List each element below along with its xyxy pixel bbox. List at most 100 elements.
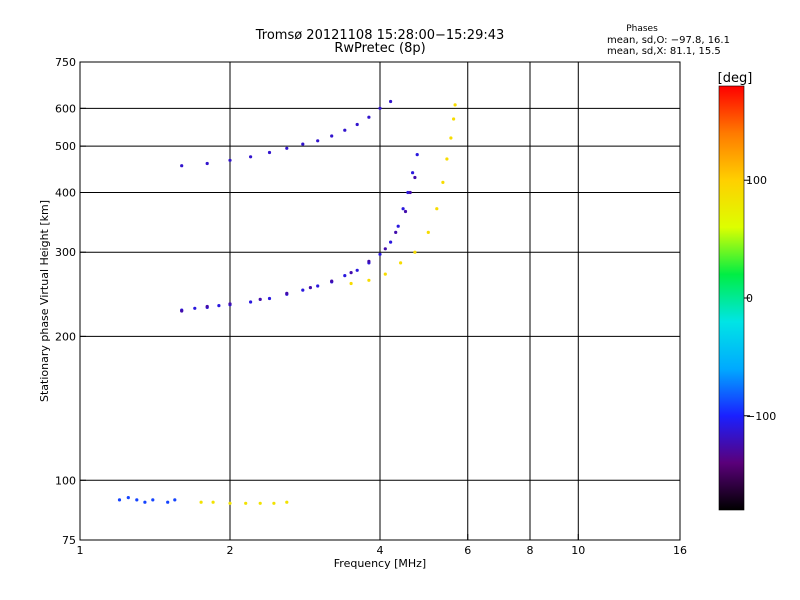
data-point (343, 128, 347, 132)
x-tick-label: 1 (77, 544, 84, 557)
data-point (403, 209, 408, 214)
data-point (408, 190, 412, 195)
data-point (426, 230, 430, 234)
data-point (258, 501, 262, 505)
data-point (449, 136, 453, 140)
data-point (285, 500, 289, 504)
data-point (355, 268, 359, 272)
data-point (452, 117, 456, 121)
data-point (389, 99, 393, 104)
data-point (378, 252, 382, 256)
x-tick-label: 8 (527, 544, 534, 557)
data-point (205, 161, 209, 166)
data-point (343, 274, 347, 278)
data-point (272, 501, 276, 505)
colorbar (718, 85, 745, 511)
data-point (355, 122, 359, 127)
data-point (173, 498, 177, 502)
data-point (301, 288, 305, 292)
data-point (349, 271, 353, 275)
data-point (413, 250, 417, 254)
colorbar-tick-label: 100 (746, 174, 767, 187)
data-point (367, 115, 371, 119)
data-point (267, 150, 272, 155)
data-point (301, 142, 305, 146)
y-tick-label: 400 (55, 186, 76, 199)
y-tick-label: 500 (55, 140, 76, 153)
data-point (228, 302, 232, 306)
data-point (330, 279, 334, 283)
colorbar-ticks: 100 0 −100 (744, 174, 776, 423)
data-point (151, 498, 155, 502)
data-point (249, 155, 253, 159)
data-point (349, 281, 353, 286)
colorbar-label: [deg] (718, 71, 753, 86)
chart-title: Tromsø 20121108 15:28:00−15:29:43 (255, 28, 505, 43)
data-point (316, 139, 320, 143)
y-tick-label: 100 (55, 474, 76, 487)
data-point (401, 207, 405, 211)
data-point (285, 146, 289, 150)
data-point (199, 500, 203, 504)
x-tick-label: 6 (464, 544, 471, 557)
y-tick-label: 600 (55, 102, 76, 115)
x-tick-label: 2 (227, 544, 234, 557)
data-point (193, 306, 197, 310)
y-axis-ticks: 75 100 200 300 400 500 600 750 (55, 56, 86, 547)
data-point (396, 224, 400, 228)
data-point (258, 297, 262, 301)
y-tick-label: 75 (62, 534, 76, 547)
data-point (367, 259, 371, 263)
data-point (378, 106, 382, 110)
data-point (166, 500, 170, 504)
x-axis-ticks: 1 2 4 6 8 10 16 (77, 534, 687, 557)
y-axis-label: Stationary phase Virtual Height [km] (38, 200, 51, 402)
stats-o-mode: mean, sd,O: −97.8, 16.1 (607, 35, 730, 46)
data-point (415, 153, 419, 157)
data-point (217, 304, 221, 308)
grid-lines (80, 62, 680, 540)
stats-heading: Phases (626, 24, 658, 34)
y-tick-label: 300 (55, 246, 76, 259)
data-point (228, 158, 232, 162)
data-point (267, 296, 272, 301)
data-point (367, 278, 371, 282)
data-point (441, 180, 445, 184)
stats-x-mode: mean, sd,X: 81.1, 15.5 (607, 46, 721, 57)
data-points (117, 99, 457, 505)
data-point (285, 291, 289, 295)
data-point (389, 240, 393, 244)
data-point (135, 498, 139, 502)
data-point (228, 501, 232, 505)
data-point (435, 207, 439, 211)
colorbar-tick-label: −100 (746, 410, 776, 423)
data-point (126, 496, 130, 500)
data-point (406, 190, 410, 195)
data-point (453, 103, 457, 107)
data-point (180, 309, 184, 313)
chart-subtitle: RwPretec (8p) (334, 41, 425, 56)
data-point (211, 500, 215, 504)
data-point (249, 300, 253, 304)
data-point (205, 304, 209, 309)
x-axis-label: Frequency [MHz] (334, 557, 426, 570)
x-tick-label: 4 (377, 544, 384, 557)
data-point (244, 501, 248, 505)
data-point (383, 247, 387, 251)
data-point (411, 171, 415, 175)
data-point (316, 284, 320, 288)
colorbar-tick-label: 0 (746, 292, 753, 305)
data-point (394, 230, 398, 234)
data-point (143, 500, 147, 504)
data-point (413, 175, 417, 180)
data-point (383, 272, 387, 276)
data-point (399, 261, 403, 265)
data-point (180, 164, 184, 168)
data-point (330, 134, 334, 138)
data-point (308, 286, 312, 290)
y-tick-label: 750 (55, 56, 76, 69)
data-point (117, 498, 122, 502)
x-tick-label: 10 (571, 544, 585, 557)
y-tick-label: 200 (55, 330, 76, 343)
